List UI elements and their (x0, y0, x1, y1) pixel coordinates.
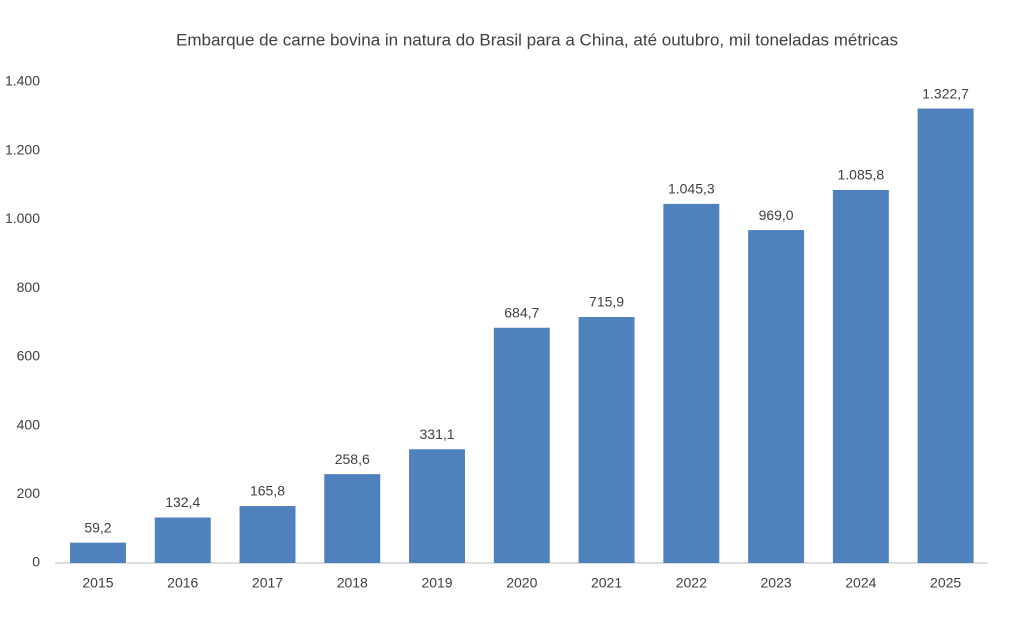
x-tick-label: 2024 (845, 575, 876, 591)
bar (917, 108, 974, 563)
bar (578, 317, 635, 563)
data-label: 59,2 (84, 519, 111, 535)
y-tick-label: 1.000 (5, 210, 40, 226)
y-tick-label: 600 (17, 348, 41, 364)
data-label: 258,6 (335, 451, 370, 467)
data-label: 969,0 (759, 207, 794, 223)
x-tick-label: 2017 (252, 575, 283, 591)
x-tick-label: 2021 (591, 575, 622, 591)
x-tick-label: 2015 (82, 575, 113, 591)
data-label: 1.045,3 (668, 181, 715, 197)
y-tick-label: 400 (17, 416, 41, 432)
x-tick-label: 2018 (337, 575, 368, 591)
y-tick-label: 200 (17, 485, 41, 501)
data-label: 1.322,7 (922, 85, 969, 101)
bar (493, 327, 550, 563)
y-tick-label: 0 (32, 554, 40, 570)
data-label: 715,9 (589, 294, 624, 310)
x-tick-label: 2020 (506, 575, 537, 591)
chart-title: Embarque de carne bovina in natura do Br… (176, 30, 898, 49)
bar (324, 474, 381, 563)
data-label: 165,8 (250, 483, 285, 499)
bar (154, 517, 211, 563)
data-label: 331,1 (420, 426, 455, 442)
bar (663, 203, 720, 563)
x-tick-label: 2023 (761, 575, 792, 591)
x-tick-label: 2019 (421, 575, 452, 591)
y-tick-label: 1.200 (5, 141, 40, 157)
y-tick-label: 1.400 (5, 73, 40, 89)
data-label: 1.085,8 (837, 167, 884, 183)
bar (239, 506, 296, 563)
bar (409, 449, 466, 563)
data-label: 132,4 (165, 494, 200, 510)
y-tick-label: 800 (17, 279, 41, 295)
data-label: 684,7 (504, 304, 539, 320)
x-tick-label: 2025 (930, 575, 961, 591)
x-tick-label: 2016 (167, 575, 198, 591)
bar (748, 230, 805, 563)
x-tick-label: 2022 (676, 575, 707, 591)
bar (832, 189, 889, 564)
bar (70, 542, 126, 563)
